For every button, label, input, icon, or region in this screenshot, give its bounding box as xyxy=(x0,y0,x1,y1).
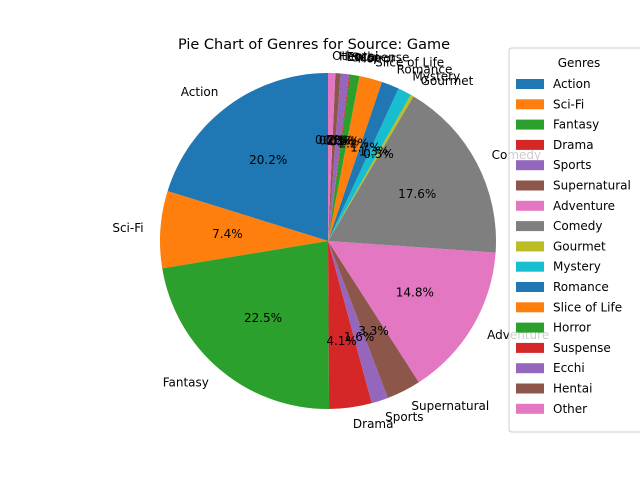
legend-swatch-ecchi xyxy=(516,363,544,374)
slice-label-hentai: Hentai xyxy=(339,50,378,64)
pct-label-mystery: 1.3% xyxy=(359,144,390,158)
pct-label-slice-of-life: 2.2% xyxy=(338,137,369,151)
pie-slice-fantasy xyxy=(162,241,330,410)
pie-slice-sports xyxy=(328,241,388,404)
slice-label-sports: Sports xyxy=(385,410,423,424)
pct-label-action: 20.2% xyxy=(249,153,287,167)
pie-slice-action xyxy=(167,73,328,241)
legend-label-adventure: Adventure xyxy=(553,199,615,213)
pct-label-ecchi: 0.8% xyxy=(323,134,354,148)
pct-label-fantasy: 22.5% xyxy=(244,311,282,325)
legend-swatch-sports xyxy=(516,160,544,171)
legend-label-action: Action xyxy=(553,77,591,91)
legend-label-slice-of-life: Slice of Life xyxy=(553,300,622,314)
slice-label-supernatural: Supernatural xyxy=(411,399,489,413)
pie-slice-mystery xyxy=(328,88,411,241)
legend-swatch-sci-fi xyxy=(516,99,544,110)
pie-slice-ecchi xyxy=(328,73,350,241)
legend-label-romance: Romance xyxy=(553,280,609,294)
legend-label-gourmet: Gourmet xyxy=(553,239,606,253)
pie-slice-adventure xyxy=(328,241,496,383)
pie-slice-other xyxy=(328,72,336,241)
legend-label-horror: Horror xyxy=(553,321,591,335)
chart-title: Pie Chart of Genres for Source: Game xyxy=(178,37,450,53)
legend-title: Genres xyxy=(558,56,601,70)
pct-label-drama: 4.1% xyxy=(326,334,357,348)
legend-swatch-other xyxy=(516,403,544,414)
slice-label-slice-of-life: Slice of Life xyxy=(375,55,444,69)
percentage-labels: 20.2% 7.4% 22.5% 4.1%1.6%3.3% 14.8% 17.6% 0.3%… xyxy=(212,133,436,348)
legend-swatch-suspense xyxy=(516,342,544,353)
pct-label-hentai: 0.5% xyxy=(319,133,350,147)
legend-swatch-drama xyxy=(516,139,544,150)
legend-items: Action Sci-Fi Fantasy Drama Sports Supernatur… xyxy=(516,77,631,416)
pie-slice-gourmet xyxy=(328,94,414,241)
slice-label-horror: Horror xyxy=(358,52,396,66)
legend-label-mystery: Mystery xyxy=(553,260,601,274)
legend-label-other: Other xyxy=(553,402,587,416)
pie-slice-hentai xyxy=(328,73,341,241)
slice-label-other: Other xyxy=(332,49,366,63)
legend-label-fantasy: Fantasy xyxy=(553,118,599,132)
legend-swatch-action xyxy=(516,79,544,89)
slice-label-romance: Romance xyxy=(397,62,453,76)
legend-swatch-horror xyxy=(516,322,544,333)
legend-label-drama: Drama xyxy=(553,138,594,152)
slice-labels: Action Sci-Fi Fantasy DramaSportsSupernatur… xyxy=(112,49,549,431)
pie-slice-sci-fi xyxy=(160,191,328,269)
pct-label-adventure: 14.8% xyxy=(396,285,434,299)
pct-label-other: 0.7% xyxy=(315,133,346,147)
pie-slice-comedy xyxy=(328,96,497,253)
slice-label-ecchi: Ecchi xyxy=(347,50,379,64)
pct-label-romance: 1.7% xyxy=(350,140,381,154)
pct-label-horror: 0.9% xyxy=(329,135,360,149)
slice-label-drama: Drama xyxy=(353,417,394,431)
legend-swatch-supernatural xyxy=(516,180,544,191)
legend-swatch-mystery xyxy=(516,261,544,272)
pct-label-supernatural: 3.3% xyxy=(358,324,389,338)
pie-slice-suspense xyxy=(328,74,351,241)
pct-label-comedy: 17.6% xyxy=(398,187,436,201)
slice-label-gourmet: Gourmet xyxy=(421,74,474,88)
legend-label-ecchi: Ecchi xyxy=(553,361,585,375)
pct-label-suspense: 0.1% xyxy=(326,134,357,148)
legend-swatch-slice-of-life xyxy=(516,302,544,313)
legend-label-hentai: Hentai xyxy=(553,382,592,396)
legend-label-suspense: Suspense xyxy=(553,341,611,355)
legend-swatch-comedy xyxy=(516,221,544,232)
pie-slice-drama xyxy=(328,241,372,409)
slice-label-sci-fi: Sci-Fi xyxy=(112,221,143,235)
legend-label-comedy: Comedy xyxy=(553,219,603,233)
legend-label-sports: Sports xyxy=(553,158,591,172)
pie-slices xyxy=(160,72,497,410)
pie-slice-supernatural xyxy=(328,241,419,398)
slice-label-mystery: Mystery xyxy=(412,70,460,84)
legend-swatch-romance xyxy=(516,282,544,292)
pie-slice-romance xyxy=(328,81,399,241)
legend-label-supernatural: Supernatural xyxy=(553,179,631,193)
slice-label-suspense: Suspense xyxy=(352,51,410,65)
legend: Genres Action Sci-Fi Fantasy Drama Sports Sup… xyxy=(508,47,640,433)
legend-swatch-fantasy xyxy=(516,119,544,130)
legend-swatch-hentai xyxy=(516,383,544,394)
pct-label-gourmet: 0.3% xyxy=(363,147,394,161)
pct-label-sports: 1.6% xyxy=(344,330,375,344)
legend-swatch-adventure xyxy=(516,200,544,211)
slice-label-action: Action xyxy=(181,85,219,99)
pie-slice-slice-of-life xyxy=(328,75,382,241)
pie-slice-horror xyxy=(328,74,360,242)
pct-label-sci-fi: 7.4% xyxy=(212,227,243,241)
legend-label-sci-fi: Sci-Fi xyxy=(553,97,584,111)
legend-swatch-gourmet xyxy=(516,241,544,252)
slice-label-fantasy: Fantasy xyxy=(163,375,209,389)
